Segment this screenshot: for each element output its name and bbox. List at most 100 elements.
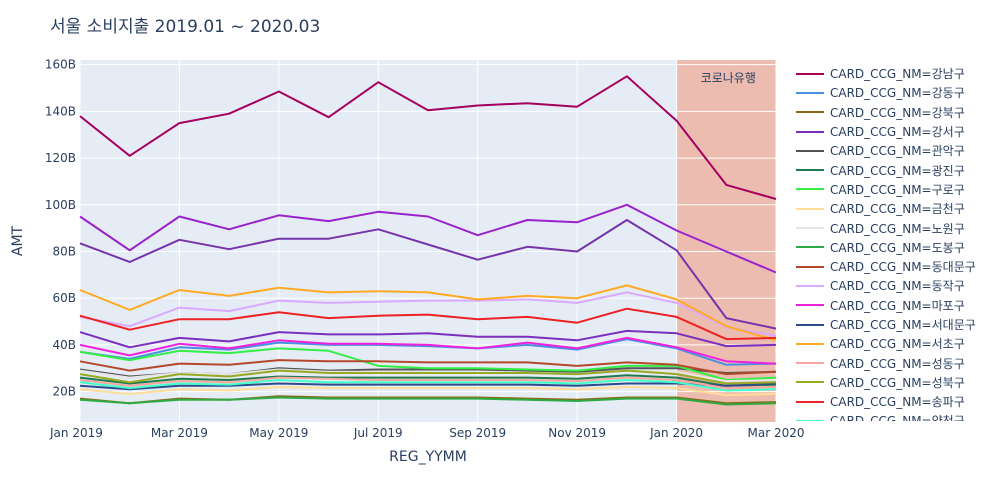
y-tick-label: 40B: [52, 338, 76, 352]
y-tick-label: 60B: [52, 291, 76, 305]
legend-item[interactable]: CARD_CCG_NM=강북구: [796, 103, 996, 122]
legend-label: CARD_CCG_NM=관악구: [830, 144, 965, 159]
legend-swatch: [796, 130, 824, 133]
legend-item[interactable]: CARD_CCG_NM=구로구: [796, 180, 996, 199]
legend-label: CARD_CCG_NM=성동구: [830, 356, 965, 371]
legend-item[interactable]: CARD_CCG_NM=금천구: [796, 199, 996, 218]
series-line: [79, 386, 777, 397]
legend-item[interactable]: CARD_CCG_NM=관악구: [796, 141, 996, 160]
legend-swatch: [796, 149, 824, 152]
legend-label: CARD_CCG_NM=양천구: [830, 412, 965, 421]
legend-swatch: [796, 342, 824, 345]
legend-swatch: [796, 265, 824, 268]
legend-label: CARD_CCG_NM=금천구: [830, 202, 965, 217]
legend-item[interactable]: CARD_CCG_NM=동대문구: [796, 257, 996, 276]
legend-swatch: [796, 304, 824, 307]
legend-swatch: [796, 207, 824, 210]
legend-item[interactable]: CARD_CCG_NM=강남구: [796, 64, 996, 83]
x-tick-label: May 2019: [249, 426, 308, 440]
legend-label: CARD_CCG_NM=서초구: [830, 337, 965, 352]
series-line: [79, 379, 777, 392]
legend-item[interactable]: CARD_CCG_NM=서초구: [796, 334, 996, 353]
legend-swatch: [796, 169, 824, 172]
legend-swatch: [796, 400, 824, 403]
legend-item[interactable]: CARD_CCG_NM=강동구: [796, 83, 996, 102]
legend-item[interactable]: CARD_CCG_NM=성북구: [796, 373, 996, 392]
x-tick-label: Sep 2019: [449, 426, 506, 440]
legend-item[interactable]: CARD_CCG_NM=노원구: [796, 218, 996, 237]
legend: CARD_CCG_NM=강남구 CARD_CCG_NM=강동구 CARD_CCG_N…: [796, 64, 996, 421]
legend-label: CARD_CCG_NM=강북구: [830, 105, 965, 120]
legend-swatch: [796, 419, 824, 421]
series-line: [79, 359, 777, 376]
x-axis-title: REG_YYMM: [389, 449, 467, 465]
x-tick-labels: Jan 2019 Mar 2019 May 2019 Jul 2019 Sep 2019…: [49, 426, 805, 440]
y-tick-label: 100B: [45, 198, 76, 212]
legend-swatch: [796, 91, 824, 94]
legend-label: CARD_CCG_NM=도봉구: [830, 240, 965, 255]
legend-swatch: [796, 188, 824, 191]
y-tick-label: 20B: [52, 385, 76, 399]
legend-item[interactable]: CARD_CCG_NM=광진구: [796, 160, 996, 179]
legend-item[interactable]: CARD_CCG_NM=성동구: [796, 353, 996, 372]
series-line: [79, 369, 777, 385]
legend-label: CARD_CCG_NM=강동구: [830, 86, 965, 101]
series-line: [79, 374, 777, 387]
y-tick-label: 160B: [45, 58, 76, 72]
series-line: [79, 75, 777, 200]
legend-item[interactable]: CARD_CCG_NM=서대문구: [796, 315, 996, 334]
legend-swatch: [796, 227, 824, 230]
legend-swatch: [796, 72, 824, 75]
x-tick-label: Jul 2019: [353, 426, 403, 440]
series-line: [79, 396, 777, 406]
legend-label: CARD_CCG_NM=송파구: [830, 395, 965, 410]
series-line: [79, 376, 777, 390]
legend-item[interactable]: CARD_CCG_NM=마포구: [796, 296, 996, 315]
legend-item[interactable]: CARD_CCG_NM=양천구: [796, 411, 996, 421]
series-line: [79, 336, 777, 365]
y-tick-labels: 20B 40B 60B 80B 100B 120B 140B 160B: [45, 58, 76, 399]
y-axis-title: AMT: [10, 225, 26, 256]
corona-annotation-label: 코로나유행: [701, 70, 756, 85]
legend-item[interactable]: CARD_CCG_NM=강서구: [796, 122, 996, 141]
x-tick-label: Mar 2019: [151, 426, 208, 440]
series-line: [79, 338, 777, 366]
legend-label: CARD_CCG_NM=구로구: [830, 182, 965, 197]
legend-label: CARD_CCG_NM=성북구: [830, 375, 965, 390]
series-line: [79, 307, 777, 341]
legend-label: CARD_CCG_NM=마포구: [830, 298, 965, 313]
legend-swatch: [796, 323, 824, 326]
legend-swatch: [796, 111, 824, 114]
series-line: [79, 347, 777, 381]
legend-item[interactable]: CARD_CCG_NM=도봉구: [796, 238, 996, 257]
series-line: [79, 284, 777, 342]
series-layer: [79, 75, 777, 406]
series-line: [79, 329, 777, 349]
x-tick-label: Mar 2020: [748, 426, 805, 440]
legend-item[interactable]: CARD_CCG_NM=송파구: [796, 392, 996, 411]
legend-swatch: [796, 246, 824, 249]
series-line: [79, 291, 777, 337]
y-tick-label: 140B: [45, 104, 76, 118]
legend-label: CARD_CCG_NM=강서구: [830, 125, 965, 140]
legend-label: CARD_CCG_NM=광진구: [830, 163, 965, 178]
legend-swatch: [796, 381, 824, 384]
legend-label: CARD_CCG_NM=노원구: [830, 221, 965, 236]
y-tick-label: 80B: [52, 245, 76, 259]
series-line-unlabeled: [79, 203, 777, 274]
legend-swatch: [796, 284, 824, 287]
x-tick-label: Jan 2019: [49, 426, 103, 440]
legend-swatch: [796, 362, 824, 365]
x-tick-label: Nov 2019: [548, 426, 606, 440]
series-line-unlabeled: [79, 219, 777, 330]
y-tick-label: 120B: [45, 151, 76, 165]
x-tick-label: Jan 2020: [649, 426, 703, 440]
legend-label: CARD_CCG_NM=강남구: [830, 67, 965, 82]
legend-label: CARD_CCG_NM=서대문구: [830, 318, 976, 332]
chart-title: 서울 소비지출 2019.01 ~ 2020.03: [50, 17, 321, 37]
legend-label: CARD_CCG_NM=동대문구: [830, 260, 976, 275]
series-line: [79, 382, 777, 391]
legend-item[interactable]: CARD_CCG_NM=동작구: [796, 276, 996, 295]
legend-label: CARD_CCG_NM=동작구: [830, 279, 965, 294]
